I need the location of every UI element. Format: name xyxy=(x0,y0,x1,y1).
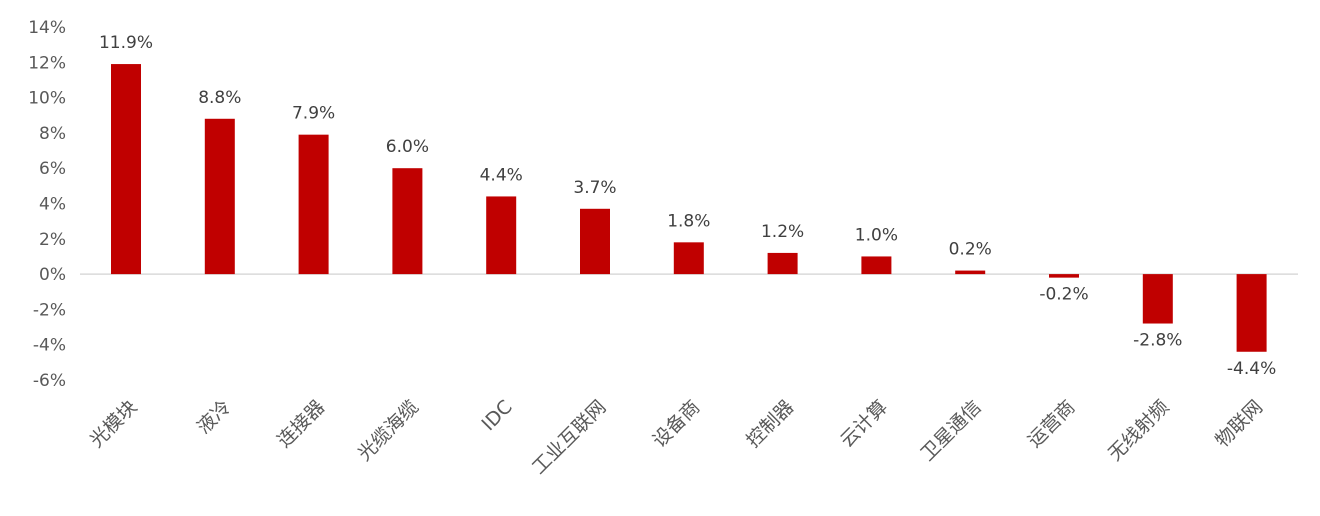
bar-11 xyxy=(1049,274,1079,278)
bar-10 xyxy=(955,270,986,275)
bar-4 xyxy=(392,168,423,275)
y-tick-label: 14% xyxy=(28,18,66,38)
y-tick-label: -4% xyxy=(33,336,66,356)
y-tick-label: 4% xyxy=(39,195,66,215)
x-tick-label: 工业互联网 xyxy=(528,396,611,479)
bar-2 xyxy=(204,118,235,275)
x-tick-label: 运营商 xyxy=(1024,396,1080,452)
x-tick-label: 设备商 xyxy=(648,396,704,452)
bar-6 xyxy=(580,208,610,275)
y-tick-label: 12% xyxy=(28,53,66,73)
bar-8 xyxy=(767,252,798,275)
x-tick-label: 物联网 xyxy=(1211,396,1267,452)
data-label: 1.0% xyxy=(855,225,898,245)
bar-1 xyxy=(111,64,141,275)
data-label: -4.4% xyxy=(1227,359,1276,379)
x-axis-ticks: 光模块 液冷 连接器 光缆海缆 IDC 工业互联网 设备商 控制器 云计算 卫星通信 运营商 无线射频… xyxy=(86,396,1267,479)
data-label: 6.0% xyxy=(386,137,429,157)
x-tick-label: 无线射频 xyxy=(1104,396,1173,465)
x-tick-label: 连接器 xyxy=(273,396,329,452)
x-tick-label: 液冷 xyxy=(193,396,235,438)
bar-9 xyxy=(861,256,892,275)
data-label: -0.2% xyxy=(1039,285,1088,305)
data-label: -2.8% xyxy=(1133,331,1182,351)
x-tick-label: 光模块 xyxy=(86,396,142,452)
data-label: 4.4% xyxy=(480,165,523,185)
x-tick-label: 控制器 xyxy=(742,396,798,452)
bar-12 xyxy=(1142,274,1173,324)
y-tick-label: 10% xyxy=(28,89,66,109)
bar-5 xyxy=(486,196,517,275)
x-tick-label: 光缆海缆 xyxy=(354,396,423,465)
data-labels-group: 11.9% 8.8% 7.9% 6.0% 4.4% 3.7% 1.8% 1.2% 1.0% 0.2… xyxy=(99,33,1276,379)
y-tick-label: -6% xyxy=(33,371,66,391)
bar-7 xyxy=(673,242,704,275)
x-tick-label: IDC xyxy=(477,396,516,435)
bar-13 xyxy=(1236,274,1267,352)
bar-3 xyxy=(298,134,329,275)
data-label: 11.9% xyxy=(99,33,153,53)
y-tick-label: 0% xyxy=(39,265,66,285)
y-tick-label: 8% xyxy=(39,124,66,144)
data-label: 0.2% xyxy=(949,240,992,260)
data-label: 7.9% xyxy=(292,104,335,124)
data-label: 8.8% xyxy=(198,88,241,108)
y-tick-label: 6% xyxy=(39,159,66,179)
y-tick-label: -2% xyxy=(33,300,66,320)
data-label: 1.2% xyxy=(761,222,804,242)
y-axis-ticks: 14% 12% 10% 8% 6% 4% 2% 0% -2% -4% -6% xyxy=(28,18,66,391)
data-label: 3.7% xyxy=(573,178,616,198)
bars-group xyxy=(111,64,1267,352)
data-label: 1.8% xyxy=(667,211,710,231)
y-tick-label: 2% xyxy=(39,230,66,250)
x-tick-label: 云计算 xyxy=(836,396,892,452)
x-tick-label: 卫星通信 xyxy=(916,396,985,465)
